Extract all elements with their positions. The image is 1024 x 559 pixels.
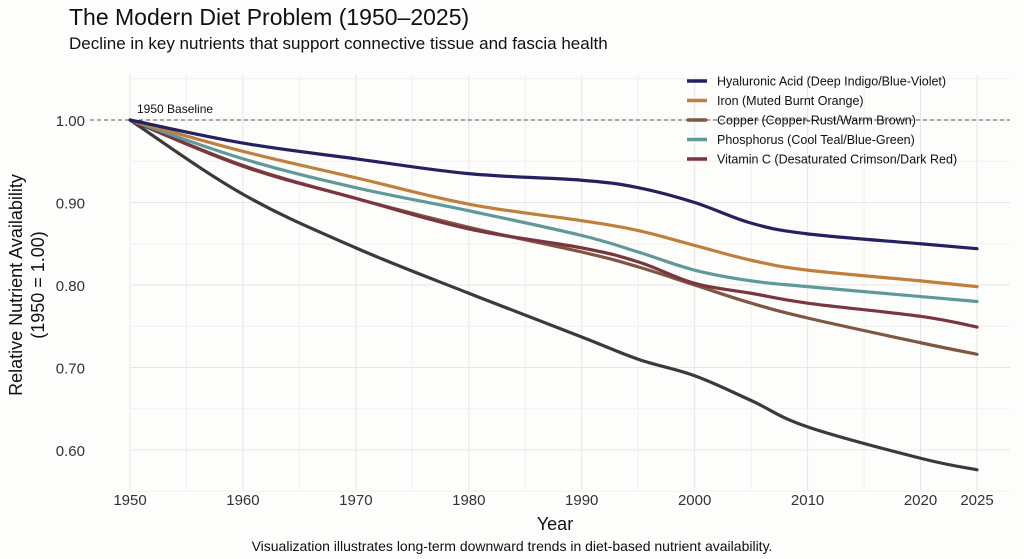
x-tick-label: 1950	[113, 492, 146, 509]
y-tick-labels: 0.60 0.70 0.80 0.90 1.00	[56, 113, 85, 460]
y-axis-label-line-1: Relative Nutrient Availability	[6, 174, 26, 396]
series-lines	[128, 118, 979, 472]
series-line-vitamin	[128, 118, 979, 329]
series-line-unlabeled	[128, 118, 979, 472]
series-line-iron	[128, 118, 979, 289]
x-tick-label: 2010	[791, 492, 824, 509]
legend-label: Copper (Copper-Rust/Warm Brown)	[717, 114, 916, 128]
legend-label: Vitamin C (Desaturated Crimson/Dark Red)	[717, 153, 957, 167]
baseline-annotation: 1950 Baseline	[137, 102, 213, 116]
x-tick-label: 1970	[339, 492, 372, 509]
legend-label: Hyaluronic Acid (Deep Indigo/Blue-Violet…	[717, 75, 946, 89]
y-tick-label: 0.90	[56, 196, 85, 213]
x-tick-label: 2000	[678, 492, 711, 509]
x-tick-label: 2020	[904, 492, 937, 509]
legend: Hyaluronic Acid (Deep Indigo/Blue-Violet…	[687, 75, 957, 167]
y-axis-label-line-2: (1950 = 1.00)	[28, 231, 48, 339]
series-line-phosphorus	[128, 118, 979, 304]
series-line-hyaluronic	[128, 118, 979, 251]
y-tick-label: 0.80	[56, 278, 85, 295]
legend-label: Iron (Muted Burnt Orange)	[717, 94, 864, 108]
x-tick-labels: 1950 1960 1970 1980 1990 2000 2010 2020 2025	[113, 492, 993, 509]
x-tick-label: 1960	[226, 492, 259, 509]
chart-subtitle: Decline in key nutrients that support co…	[69, 34, 608, 53]
legend-label: Phosphorus (Cool Teal/Blue-Green)	[717, 133, 915, 147]
y-tick-label: 1.00	[56, 113, 85, 130]
chart-caption: Visualization illustrates long-term down…	[251, 538, 773, 554]
x-tick-label: 2025	[960, 492, 993, 509]
chart-title: The Modern Diet Problem (1950–2025)	[69, 4, 470, 30]
x-tick-label: 1980	[452, 492, 485, 509]
y-tick-label: 0.60	[56, 443, 85, 460]
x-tick-label: 1990	[565, 492, 598, 509]
x-axis-label: Year	[537, 514, 573, 534]
y-tick-label: 0.70	[56, 361, 85, 378]
